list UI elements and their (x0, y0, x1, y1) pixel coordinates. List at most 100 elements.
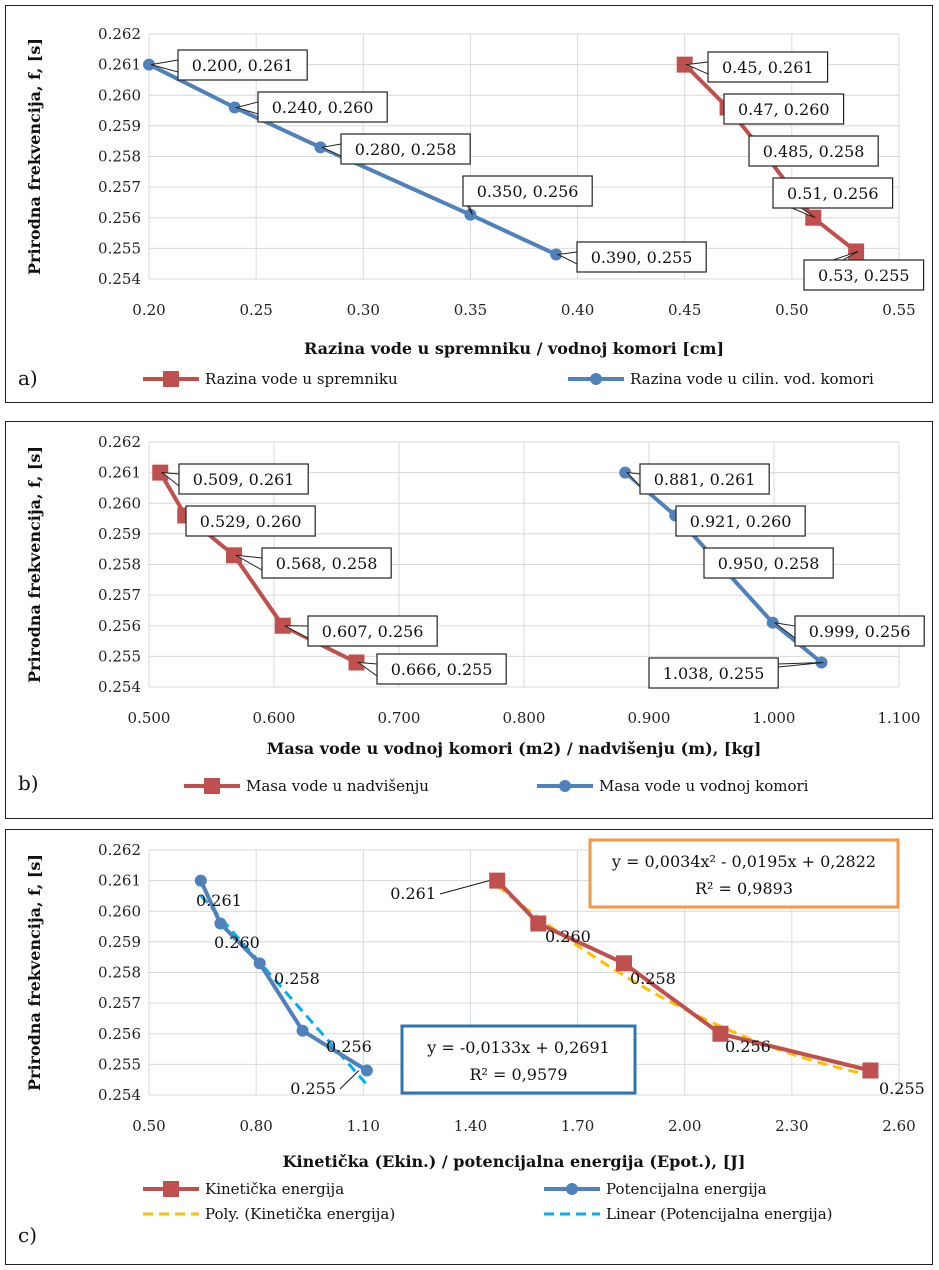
y-tick-label: 0.254 (98, 678, 141, 696)
legend-marker (163, 1181, 179, 1197)
data-label: 0.261 (196, 891, 242, 910)
data-label-box (178, 463, 309, 495)
legend-label: Potencijalna energija (606, 1180, 767, 1198)
data-label-box (376, 653, 507, 685)
chart-panel-c: 0.254 0.255 0.256 0.257 0.258 0.259 0.260 0.261… (5, 829, 933, 1265)
data-label-box (576, 241, 707, 273)
y-tick-label: 0.260 (98, 86, 141, 104)
data-point (489, 872, 506, 889)
data-label: 0.529, 0.260 (200, 512, 302, 531)
x-tick-label: 1.40 (454, 1117, 487, 1135)
y-tick-label: 0.258 (98, 148, 141, 166)
trendline-r2: R² = 0,9579 (469, 1065, 567, 1084)
callout-pointer (774, 622, 796, 640)
data-point (194, 874, 207, 887)
y-axis-title: Prirodna frekvencija, f, [s] (25, 854, 44, 1091)
x-tick-label: 0.900 (628, 709, 671, 727)
trendline-equation-box (588, 838, 900, 909)
x-tick-label: 1.100 (878, 709, 921, 727)
y-tick-label: 0.259 (98, 525, 141, 543)
data-label-box (748, 135, 879, 167)
legend-marker (204, 778, 220, 794)
y-tick-label: 0.254 (98, 1086, 141, 1104)
chart-a-svg: 0.254 0.255 0.256 0.257 0.258 0.259 0.260 0.261… (18, 25, 925, 390)
data-label: 0.666, 0.255 (391, 660, 493, 679)
trendline-equation-box (400, 1024, 637, 1095)
data-point (360, 1064, 373, 1077)
x-tick-label: 0.500 (128, 709, 171, 727)
data-label-box (307, 615, 438, 647)
data-label-box (257, 91, 388, 123)
data-point (550, 248, 563, 261)
x-tick-label: 0.30 (347, 301, 380, 319)
data-label-box (723, 93, 845, 125)
data-label-box (340, 133, 471, 165)
data-label: 0.47, 0.260 (738, 100, 830, 119)
data-label: 0.240, 0.260 (272, 98, 374, 117)
data-label: 0.45, 0.261 (722, 58, 814, 77)
data-label: 0.999, 0.256 (809, 622, 911, 641)
x-tick-label: 0.40 (561, 301, 594, 319)
data-label-box (803, 259, 925, 291)
data-point (616, 955, 632, 972)
callout-pointer (625, 471, 641, 488)
data-label: 0.255 (290, 1079, 336, 1098)
data-point (619, 466, 632, 479)
legend-label: Masa vode u vodnoj komori (599, 777, 809, 795)
data-label-box (648, 657, 779, 689)
y-tick-label: 0.257 (98, 586, 141, 604)
data-label-box (675, 505, 806, 537)
x-tick-label: 0.50 (132, 1117, 165, 1135)
data-label-box (462, 175, 593, 207)
legend-label: Poly. (Kinetička energija) (205, 1205, 395, 1223)
data-point (848, 243, 865, 260)
y-tick-label: 0.261 (98, 872, 141, 890)
data-point (296, 1024, 309, 1037)
panel-letter: b) (18, 771, 39, 795)
data-label: 0.200, 0.261 (192, 56, 294, 75)
label-leader (339, 1070, 360, 1090)
y-tick-label: 0.255 (98, 1055, 141, 1073)
data-point (228, 101, 241, 114)
data-point (862, 1062, 879, 1079)
y-tick-label: 0.260 (98, 902, 141, 920)
data-label-box (639, 463, 770, 495)
x-tick-label: 0.700 (378, 709, 421, 727)
x-axis-title: Razina vode u spremniku / vodnoj komori … (304, 339, 724, 358)
legend-marker (559, 780, 571, 792)
chart-panel-a: 0.254 0.255 0.256 0.257 0.258 0.259 0.260 0.261… (5, 5, 933, 403)
data-point (712, 1025, 729, 1042)
y-tick-label: 0.262 (98, 25, 141, 43)
x-tick-label: 1.10 (347, 1117, 380, 1135)
y-tick-label: 0.260 (98, 494, 141, 512)
data-label: 0.255 (879, 1079, 925, 1098)
legend-marker (163, 371, 179, 387)
data-label: 0.261 (390, 884, 436, 903)
y-tick-label: 0.259 (98, 933, 141, 951)
data-label: 1.038, 0.255 (663, 664, 765, 683)
data-point (253, 957, 266, 970)
panel-letter: a) (18, 366, 38, 390)
legend-label: Kinetička energija (205, 1180, 344, 1198)
y-tick-label: 0.262 (98, 433, 141, 451)
data-label: 0.350, 0.256 (477, 182, 579, 201)
data-point (214, 917, 227, 930)
data-label: 0.260 (214, 933, 260, 952)
trendline-poly (496, 884, 871, 1077)
legend-label: Linear (Potencijalna energija) (606, 1205, 833, 1223)
y-axis-title: Prirodna frekvencija, f, [s] (25, 38, 44, 275)
y-tick-label: 0.255 (98, 647, 141, 665)
data-point (348, 654, 365, 671)
trendline-equation: y = -0,0133x + 0,2691 (426, 1038, 610, 1057)
data-point (314, 141, 327, 154)
data-label: 0.280, 0.258 (355, 140, 457, 159)
y-tick-label: 0.256 (98, 209, 141, 227)
panel-letter: c) (18, 1223, 37, 1247)
y-tick-label: 0.257 (98, 178, 141, 196)
data-label: 0.881, 0.261 (654, 470, 756, 489)
y-tick-label: 0.258 (98, 556, 141, 574)
x-tick-label: 0.800 (503, 709, 546, 727)
label-leader (439, 880, 490, 895)
data-point (152, 464, 169, 481)
y-tick-label: 0.255 (98, 239, 141, 257)
